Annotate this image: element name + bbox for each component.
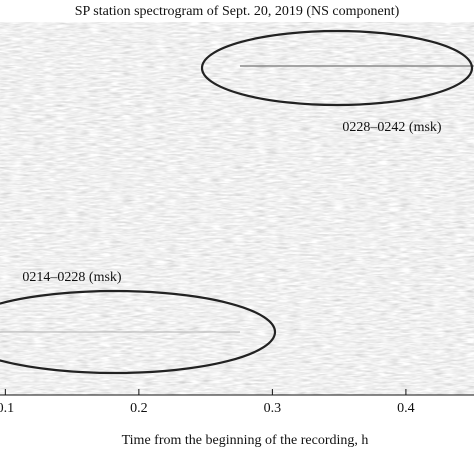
annotation: 0214–0228 (msk)	[22, 270, 122, 285]
x-tick-label: 0.2	[130, 401, 148, 416]
x-tick-label: 0.1	[0, 401, 14, 416]
x-tick-label: 0.4	[397, 401, 415, 416]
x-axis-label: Time from the beginning of the recording…	[122, 433, 369, 448]
chart-title: SP station spectrogram of Sept. 20, 2019…	[75, 4, 400, 19]
x-tick-label: 0.3	[264, 401, 282, 416]
spectrogram-texture	[0, 22, 474, 395]
plot-area	[0, 22, 474, 395]
highlight-ellipse	[200, 29, 474, 107]
annotation: 0228–0242 (msk)	[342, 120, 442, 135]
highlight-ellipse	[0, 289, 277, 375]
